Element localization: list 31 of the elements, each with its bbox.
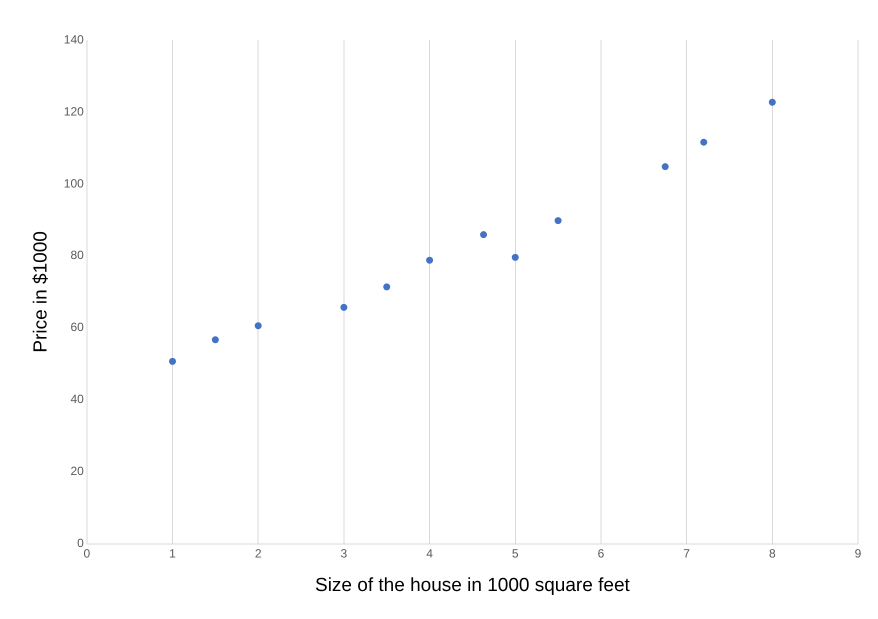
point xyxy=(340,304,348,311)
point xyxy=(254,322,262,330)
x-tick-label: 1 xyxy=(169,546,176,560)
point xyxy=(426,256,434,264)
y-tick-label: 40 xyxy=(70,392,84,406)
point xyxy=(700,138,708,146)
y-tick-label: 140 xyxy=(64,32,84,46)
y-tick-label: 80 xyxy=(70,248,84,262)
x-axis-title: Size of the house in 1000 square feet xyxy=(315,574,631,596)
point xyxy=(512,254,519,261)
x-tick-label: 7 xyxy=(683,546,690,560)
y-tick-label: 100 xyxy=(64,176,84,190)
point xyxy=(554,217,562,224)
y-tick-label: 0 xyxy=(77,536,84,550)
x-tick-label: 4 xyxy=(426,546,434,560)
point xyxy=(768,98,776,106)
y-tick-label: 60 xyxy=(70,320,84,334)
y-tick-label: 120 xyxy=(64,104,84,118)
y-tick-label: 20 xyxy=(70,464,84,478)
point xyxy=(169,358,176,365)
x-tick-label: 5 xyxy=(512,546,519,560)
y-axis-title: Price in $1000 xyxy=(30,231,52,353)
point xyxy=(480,231,488,238)
x-tick-label: 8 xyxy=(768,546,776,560)
point xyxy=(383,283,390,290)
point xyxy=(662,163,669,170)
point xyxy=(212,336,219,344)
x-tick-label: 3 xyxy=(340,546,348,560)
x-tick-label: 2 xyxy=(254,546,262,560)
x-tick-label: 9 xyxy=(854,546,862,560)
x-tick-label: 6 xyxy=(598,546,605,560)
